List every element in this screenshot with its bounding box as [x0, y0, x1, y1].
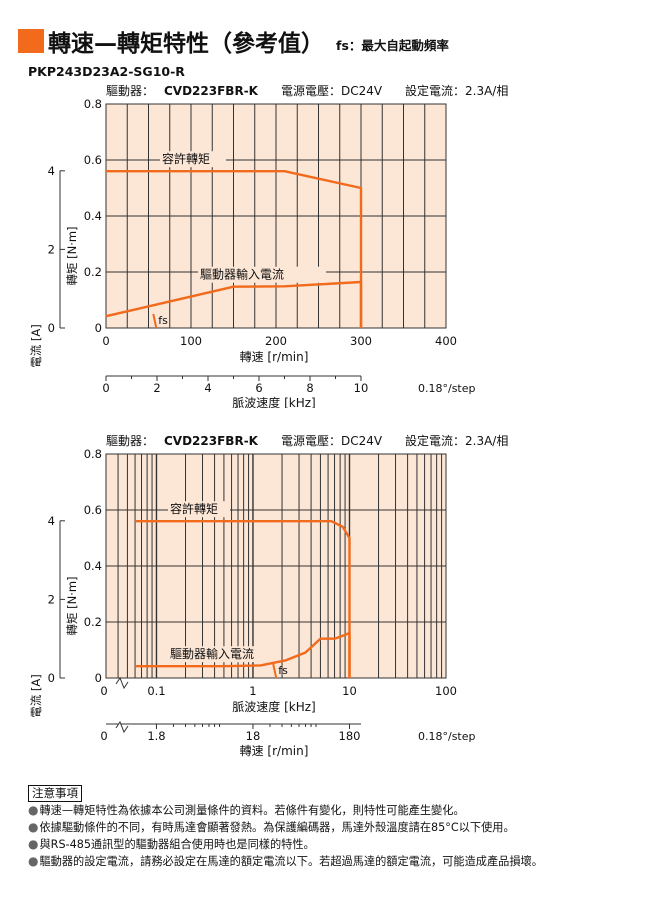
torque-tick-label: 0.2 [84, 265, 102, 279]
fs-definition: fs：最大自起動頻率 [336, 37, 449, 53]
current-tick-label: 2 [48, 592, 55, 606]
speed-tick-label: 0 [102, 334, 109, 348]
khz-tick-label: 10 [342, 684, 357, 698]
torque-tick-label: 0.2 [84, 615, 102, 629]
notes-title: 注意事項 [28, 785, 82, 802]
supply-voltage: 電源電壓：DC24V [281, 84, 383, 98]
speed-tick-label: 300 [350, 334, 372, 348]
current-curve-label: 驅動器輸入電流 [170, 646, 254, 661]
speed-tick-label: 0 [100, 729, 107, 743]
fs-label: fs [158, 314, 168, 327]
torque-tick-label: 0.4 [84, 559, 102, 573]
torque-axis-title: 轉矩 [N·m] [65, 576, 79, 635]
model-number: PKP243D23A2-SG10-R [28, 64, 185, 79]
secondary-axis-title: 脈波速度 [kHz] [232, 395, 315, 408]
speed-tick-label: 180 [339, 729, 361, 743]
khz-tick-label: 0 [102, 381, 109, 395]
notes-section: 注意事項 ●轉速—轉矩特性為依據本公司測量條件的資料。若條件有變化，則特性可能產… [28, 782, 638, 870]
fs-label: fs [278, 664, 288, 677]
khz-tick-label: 8 [306, 381, 313, 395]
note-text: 依據驅動條件的不同，有時馬達會顯著發熱。為保護編碼器，馬達外殼溫度請在85°C以… [39, 821, 515, 834]
torque-tick-label: 0 [95, 321, 102, 335]
note-item: ●與RS-485通訊型的驅動器組合使用時也是同樣的特性。 [28, 836, 638, 853]
torque-curve-label-bg [168, 501, 230, 518]
bottom-axis-title: 脈波速度 [kHz] [232, 699, 315, 714]
step-angle-label: 0.18°/step [418, 730, 476, 743]
torque-tick-label: 0.8 [84, 447, 102, 461]
current-curve-label: 驅動器輸入電流 [200, 267, 284, 282]
note-text: 驅動器的設定電流，請務必設定在馬達的額定電流以下。若超過馬達的額定電流，可能造成… [39, 855, 543, 868]
bullet-icon: ● [28, 820, 39, 834]
khz-tick-label: 2 [153, 381, 160, 395]
current-tick-label: 0 [48, 321, 55, 335]
torque-tick-label: 0.8 [84, 97, 102, 111]
set-current: 設定電流：2.3A/相 [405, 83, 508, 98]
axis-break-icon [115, 720, 129, 734]
axis-break-icon [115, 676, 129, 690]
driver-label: 驅動器： [106, 434, 154, 448]
torque-curve-label: 容許轉矩 [162, 151, 210, 166]
torque-curve-label-bg [160, 151, 226, 168]
step-angle-label: 0.18°/step [418, 382, 476, 395]
note-item: ●轉速—轉矩特性為依據本公司測量條件的資料。若條件有變化，則特性可能產生變化。 [28, 802, 638, 819]
torque-curve-label: 容許轉矩 [170, 501, 218, 516]
note-item: ●依據驅動條件的不同，有時馬達會顯著發熱。為保護編碼器，馬達外殼溫度請在85°C… [28, 819, 638, 836]
driver-model: CVD223FBR-K [164, 84, 259, 98]
note-text: 與RS-485通訊型的驅動器組合使用時也是同樣的特性。 [39, 838, 315, 851]
current-curve [105, 280, 363, 328]
fs-marker [152, 313, 158, 329]
khz-tick-label: 6 [255, 381, 262, 395]
khz-tick-label: 0 [100, 684, 107, 698]
current-curve-label-bg [168, 646, 266, 663]
current-axis-title: 電流 [A] [29, 674, 43, 718]
driver-model: CVD223FBR-K [164, 434, 259, 448]
current-tick-label: 0 [48, 671, 55, 685]
torque-tick-label: 0.6 [84, 153, 102, 167]
torque-axis-title: 轉矩 [N·m] [65, 226, 79, 285]
speed-tick-label: 200 [265, 334, 287, 348]
bottom-axis-title: 轉速 [r/min] [240, 350, 309, 364]
title-marker [18, 29, 44, 53]
khz-tick-label: 10 [354, 381, 369, 395]
bullet-icon: ● [28, 854, 39, 868]
khz-tick-label: 100 [435, 684, 457, 698]
note-text: 轉速—轉矩特性為依據本公司測量條件的資料。若條件有變化，則特性可能產生變化。 [39, 804, 465, 817]
torque-tick-label: 0 [95, 671, 102, 685]
torque-tick-label: 0.6 [84, 503, 102, 517]
supply-voltage: 電源電壓：DC24V [281, 434, 383, 448]
speed-tick-label: 18 [246, 729, 261, 743]
current-tick-label: 4 [48, 514, 55, 528]
title-text: 轉速—轉矩特性（參考值） [48, 31, 324, 57]
bullet-icon: ● [28, 803, 39, 817]
current-axis-title: 電流 [A] [29, 324, 43, 368]
current-tick-label: 2 [48, 242, 55, 256]
current-curve [135, 631, 351, 678]
torque-curve [106, 169, 363, 328]
bullet-icon: ● [28, 837, 39, 851]
khz-tick-label: 4 [204, 381, 211, 395]
speed-torque-chart-linear: 驅動器： CVD223FBR-K 電源電壓：DC24V 設定電流：2.3A/相 0 0.2… [29, 83, 508, 408]
page-title: 轉速—轉矩特性（參考值） fs：最大自起動頻率 [18, 28, 449, 57]
current-tick-label: 4 [48, 164, 55, 178]
set-current: 設定電流：2.3A/相 [405, 433, 508, 448]
speed-tick-label: 1.8 [147, 729, 165, 743]
note-item: ●驅動器的設定電流，請務必設定在馬達的額定電流以下。若超過馬達的額定電流，可能造… [28, 853, 638, 870]
secondary-axis-title: 轉速 [r/min] [240, 744, 309, 758]
driver-label: 驅動器： [106, 84, 154, 98]
speed-tick-label: 100 [180, 334, 202, 348]
speed-tick-label: 400 [435, 334, 457, 348]
fs-marker [272, 663, 278, 679]
khz-tick-label: 0.1 [147, 684, 165, 698]
torque-tick-label: 0.4 [84, 209, 102, 223]
current-curve-label-bg [198, 266, 326, 283]
speed-torque-chart-log: 驅動器： CVD223FBR-K 電源電壓：DC24V 設定電流：2.3A/相 0 0.2… [29, 433, 508, 758]
khz-tick-label: 1 [249, 684, 256, 698]
torque-curve [135, 519, 351, 678]
